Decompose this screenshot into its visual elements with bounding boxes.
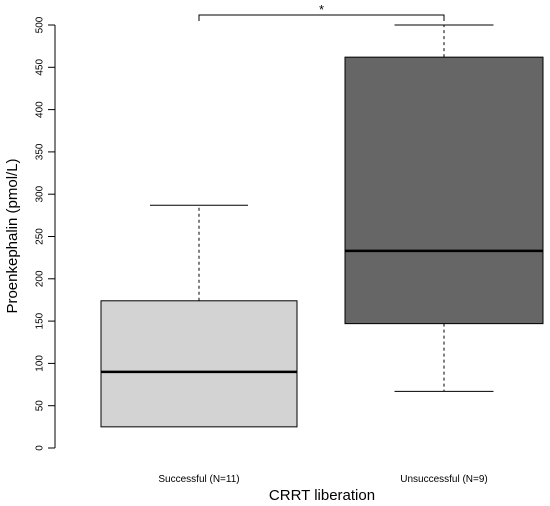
y-tick-label: 300 (35, 185, 46, 202)
y-tick-label: 100 (35, 355, 46, 372)
iqr-box (344, 56, 544, 325)
y-axis-title: Proenkephalin (pmol/L) (4, 158, 21, 313)
y-tick-label: 150 (35, 312, 46, 329)
y-tick-label: 250 (35, 228, 46, 245)
y-tick-label: 500 (35, 16, 46, 33)
y-tick-label: 200 (35, 270, 46, 287)
y-tick-label: 350 (35, 143, 46, 160)
box-group (100, 204, 298, 428)
iqr-box (100, 300, 298, 428)
x-category-label: Unsuccessful (N=9) (400, 474, 488, 485)
box-group (344, 24, 544, 392)
boxes (100, 24, 544, 428)
significance-annotation: * (198, 2, 445, 21)
y-axis: 0 50 100 150 200 250 300 350 400 450 500 (35, 16, 56, 451)
y-tick-label: 50 (35, 400, 46, 412)
significance-bracket (198, 14, 445, 21)
significance-label: * (319, 2, 324, 17)
x-axis-title: CRRT liberation (269, 487, 375, 504)
y-tick-label: 450 (35, 59, 46, 76)
y-tick-label: 0 (35, 445, 46, 451)
x-category-labels: Successful (N=11) Unsuccessful (N=9) (158, 474, 487, 485)
x-category-label: Successful (N=11) (158, 474, 239, 485)
y-tick-label: 400 (35, 101, 46, 118)
